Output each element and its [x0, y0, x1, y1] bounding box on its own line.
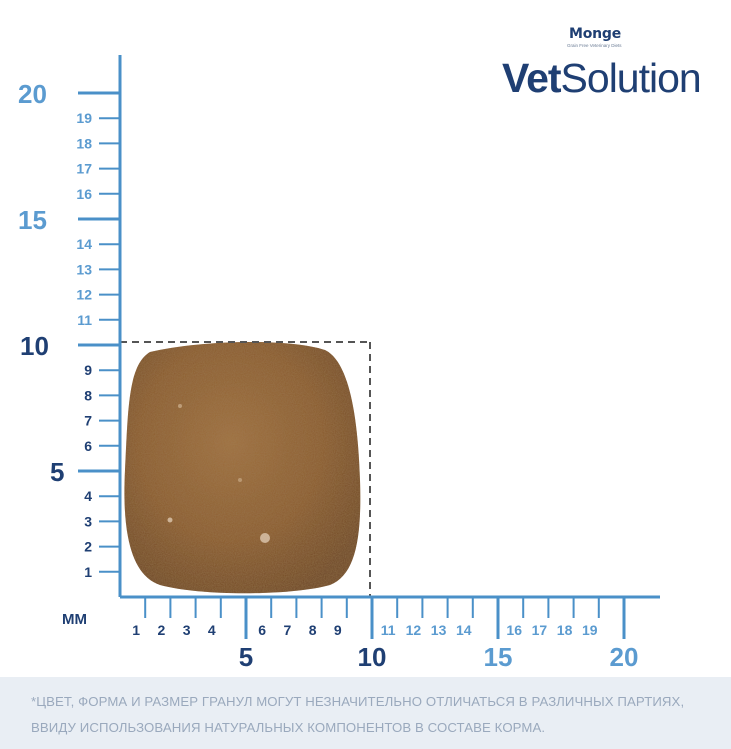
y-major-label: 10: [20, 331, 49, 361]
y-ticks: 20 15 10 5 19 18 17 16 14 13 12 11 9 8 7 6 4 3 2 1: [18, 79, 120, 580]
y-minor-label: 8: [84, 387, 92, 403]
x-minor-label: 9: [334, 622, 342, 638]
y-minor-label: 18: [76, 135, 92, 151]
x-minor-label: 4: [208, 622, 216, 638]
y-minor-label: 2: [84, 539, 92, 555]
disclaimer-line-1: *ЦВЕТ, ФОРМА И РАЗМЕР ГРАНУЛ МОГУТ НЕЗНА…: [31, 694, 685, 709]
y-minor-label: 4: [84, 488, 92, 504]
y-minor-label: 6: [84, 438, 92, 454]
x-minor-label: 11: [381, 622, 396, 638]
disclaimer-panel: *ЦВЕТ, ФОРМА И РАЗМЕР ГРАНУЛ МОГУТ НЕЗНА…: [0, 677, 731, 749]
unit-label: мм: [62, 611, 87, 628]
y-minor-label: 3: [84, 513, 92, 529]
x-major-label: 5: [239, 642, 253, 672]
solution-text: Solution: [560, 55, 702, 101]
x-minor-label: 8: [309, 622, 317, 638]
x-major-label: 15: [484, 642, 513, 672]
y-major-label: 5: [50, 457, 64, 487]
x-minor-label: 18: [557, 622, 573, 638]
y-major-label: 15: [18, 205, 47, 235]
granule-size-frame: [120, 341, 371, 597]
y-major-label: 20: [18, 79, 47, 109]
x-major-label: 10: [358, 642, 387, 672]
x-minor-label: 3: [183, 622, 191, 638]
y-minor-label: 13: [76, 261, 92, 277]
x-minor-label: 2: [158, 622, 166, 638]
x-ticks: 5 10 15 201 2 3 4 6 7 8 9 11 12 13 14 16 17 18 19: [132, 597, 638, 672]
x-major-label: 20: [610, 642, 639, 672]
y-minor-label: 9: [84, 362, 92, 378]
x-minor-label: 13: [431, 622, 447, 638]
x-minor-label: 19: [582, 622, 598, 638]
x-minor-label: 1: [132, 622, 140, 638]
y-minor-label: 17: [76, 161, 92, 177]
y-minor-label: 14: [76, 236, 92, 252]
y-minor-label: 11: [77, 312, 92, 328]
y-minor-label: 16: [76, 186, 92, 202]
x-minor-label: 12: [406, 622, 422, 638]
x-minor-label: 16: [506, 622, 522, 638]
monge-tagline: Grain Free Veterinary Diets: [567, 43, 622, 48]
x-minor-label: 6: [258, 622, 266, 638]
y-minor-label: 12: [76, 287, 92, 303]
y-minor-label: 7: [84, 413, 92, 429]
kibble-granule: [124, 341, 361, 594]
x-minor-label: 14: [456, 622, 472, 638]
x-minor-label: 7: [284, 622, 292, 638]
y-minor-label: 1: [84, 564, 92, 580]
disclaimer-line-2: ВВИДУ ИСПОЛЬЗОВАНИЯ НАТУРАЛЬНЫХ КОМПОНЕН…: [31, 720, 546, 735]
vet-text: Vet: [502, 55, 562, 101]
x-minor-label: 17: [532, 622, 548, 638]
monge-wordmark: Monge: [569, 26, 622, 42]
y-minor-label: 19: [76, 110, 92, 126]
vetsolution-logo: VetSolution: [502, 54, 702, 102]
